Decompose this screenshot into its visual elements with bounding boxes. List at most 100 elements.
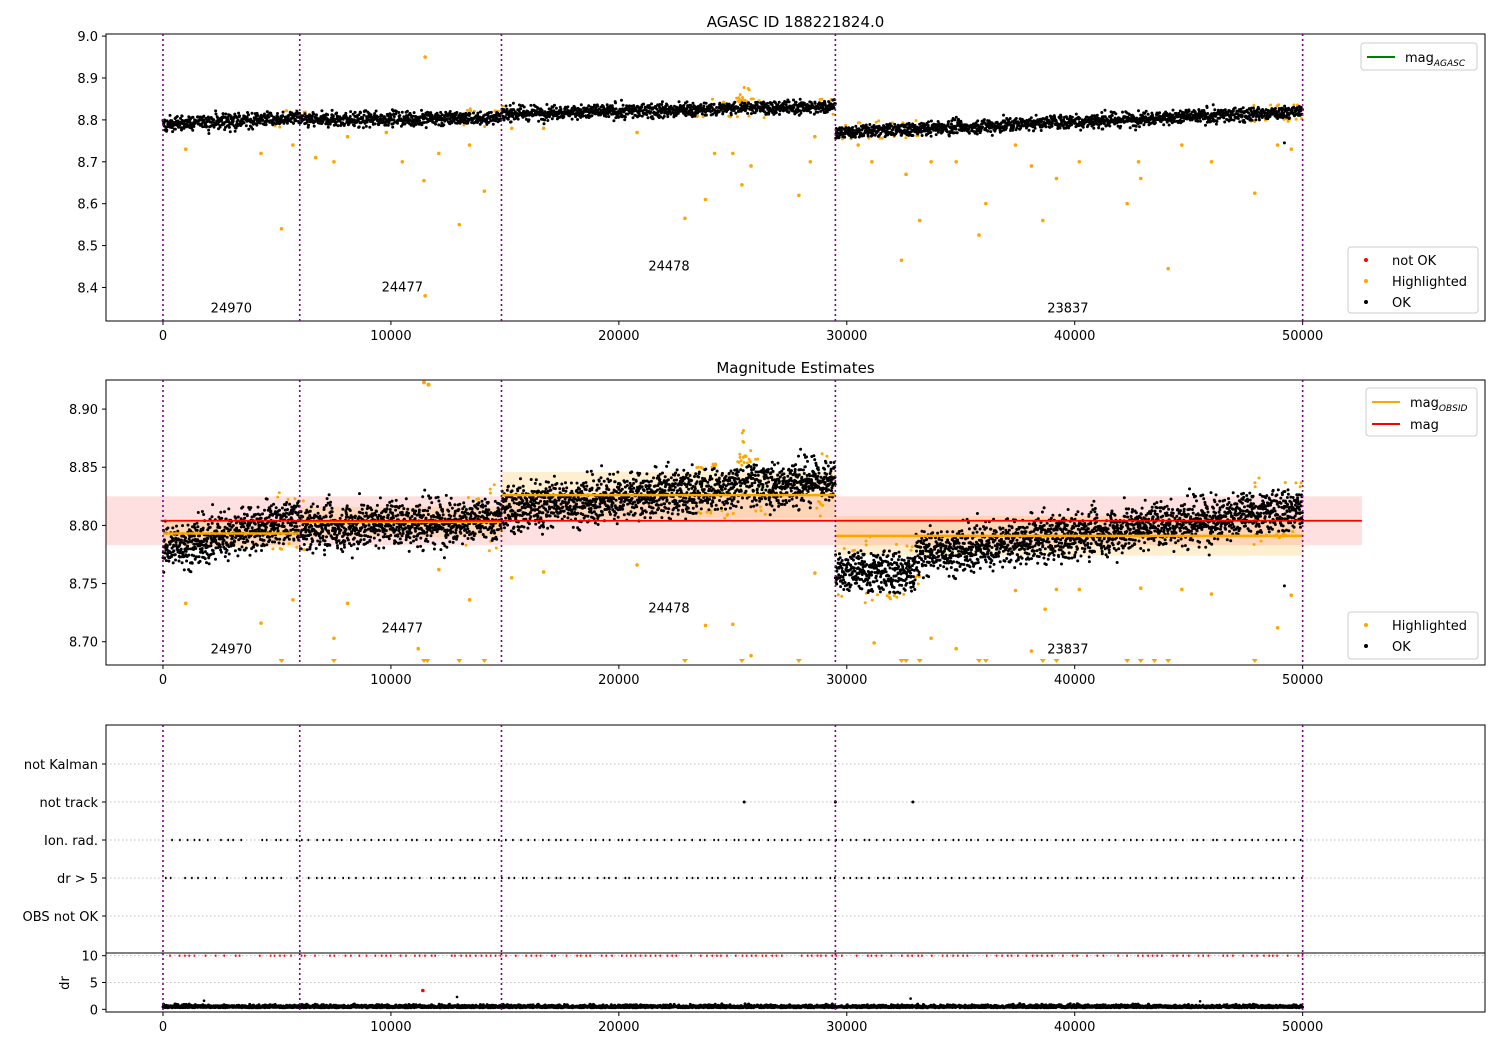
ok-outlier [1282, 141, 1286, 145]
highlighted-outlier [1139, 586, 1143, 591]
highlighted-outlier [749, 164, 753, 168]
y-tick-label: 0 [90, 1003, 98, 1018]
clipped-low-marker [456, 659, 463, 663]
highlighted-outlier [1289, 147, 1294, 152]
highlighted-outlier [808, 159, 813, 164]
x-tick-label: 0 [159, 329, 167, 344]
highlighted-outlier [740, 183, 744, 187]
highlighted-outlier [183, 601, 188, 606]
highlighted-outlier [1077, 587, 1082, 592]
top-ok-points [161, 97, 1305, 140]
highlighted-outlier [731, 622, 735, 627]
obsid-label: 24970 [211, 642, 252, 657]
y-tick-label: 8.9 [77, 72, 98, 87]
y-tick-label: 8.4 [77, 281, 98, 296]
highlighted-outlier [436, 567, 441, 572]
x-tick-label: 10000 [370, 673, 411, 688]
y-tick-label: 8.5 [77, 240, 98, 255]
legend-marker [1364, 623, 1368, 627]
highlighted-outlier [332, 159, 336, 164]
legend-label-main: mag [1405, 51, 1434, 66]
highlighted-outlier [797, 193, 801, 198]
highlighted-outlier [1054, 587, 1059, 592]
y-tick-label: 8.6 [77, 198, 98, 213]
highlighted-outlier [259, 151, 263, 156]
obsid-label: 23837 [1047, 302, 1088, 317]
x-tick-label: 40000 [1054, 1020, 1095, 1035]
highlighted-outlier [291, 143, 295, 147]
legend-box [1360, 42, 1478, 71]
clipped-low-marker [1165, 659, 1172, 663]
clipped-low-marker [975, 659, 982, 663]
clipped-low-marker [278, 659, 285, 663]
highlighted-outlier [813, 134, 817, 139]
highlighted-outlier [422, 178, 426, 183]
legend-box [1347, 246, 1479, 314]
legend-marker [1364, 279, 1368, 283]
clipped-low-marker [1039, 659, 1046, 663]
highlighted-outlier [416, 646, 421, 651]
dr-panel: 0 10000 20000 30000 40000 50000 0 5 10 dr [58, 950, 1486, 1035]
legend-marker [1364, 300, 1368, 304]
x-tick-label: 40000 [1054, 329, 1095, 344]
legend-label-main: mag [1410, 396, 1439, 411]
legend-label-main: mag [1410, 418, 1439, 433]
clipped-low-marker [1137, 659, 1144, 663]
highlighted-outlier [731, 151, 735, 156]
x-tick-label: 0 [159, 673, 167, 688]
chart-title: Magnitude Estimates [716, 359, 874, 377]
highlighted-outlier [1252, 191, 1257, 196]
top-axes-frame [105, 33, 1486, 322]
legend-label: not OK [1392, 254, 1437, 269]
obsid-label: 24477 [382, 281, 423, 296]
legend-label: Highlighted [1392, 619, 1467, 634]
highlighted-outlier [703, 623, 708, 628]
dr-ok-outlier [909, 997, 912, 1000]
clipped-low-marker [1124, 659, 1131, 663]
highlighted-outlier [1043, 607, 1047, 611]
flag-category-label: not track [39, 796, 98, 811]
highlighted-outlier [977, 233, 981, 237]
chart-title: AGASC ID 188221824.0 [707, 13, 885, 31]
highlighted-outlier [482, 189, 487, 193]
dr-ok-outlier [1198, 999, 1202, 1003]
highlighted-outlier [345, 134, 350, 139]
highlighted-outlier [1180, 587, 1184, 592]
highlighted-outlier [313, 155, 318, 160]
highlighted-outlier [436, 151, 441, 156]
highlighted-outlier [1275, 625, 1280, 630]
middle-highlighted-points [271, 429, 1303, 605]
y-tick-label: 8.7 [77, 156, 98, 171]
x-tick-label: 20000 [598, 673, 639, 688]
highlighted-outlier [1077, 159, 1082, 164]
highlighted-outlier [712, 151, 717, 156]
highlighted-outlier [1180, 143, 1184, 147]
highlighted-outlier [899, 258, 904, 263]
x-tick-label: 0 [159, 1020, 167, 1035]
highlighted-outlier [1139, 176, 1143, 181]
highlighted-outlier [929, 159, 933, 164]
highlighted-outlier [384, 130, 389, 135]
y-tick-label: 8.75 [69, 578, 98, 593]
clipped-low-marker [903, 659, 910, 663]
highlighted-outlier [954, 159, 958, 164]
x-tick-label: 50000 [1282, 329, 1323, 344]
y-tick-label: 8.70 [69, 636, 98, 651]
highlighted-outlier [423, 294, 427, 298]
highlighted-outlier [1029, 164, 1034, 168]
obsid-label: 23837 [1047, 642, 1088, 657]
clipped-high-marker [421, 380, 426, 385]
highlighted-outlier [291, 598, 295, 602]
y-tick-label: 8.85 [69, 461, 98, 476]
legend-label: mag [1410, 418, 1439, 433]
dr-ok-outlier [202, 999, 206, 1003]
obsid-label: 24478 [648, 602, 689, 617]
obsid-label: 24970 [211, 302, 252, 317]
highlighted-outlier [749, 653, 753, 658]
legend-marker [1364, 644, 1368, 648]
highlighted-outlier [870, 159, 874, 164]
x-tick-label: 10000 [370, 1020, 411, 1035]
highlighted-outlier [1013, 588, 1018, 593]
highlighted-outlier [400, 159, 405, 164]
